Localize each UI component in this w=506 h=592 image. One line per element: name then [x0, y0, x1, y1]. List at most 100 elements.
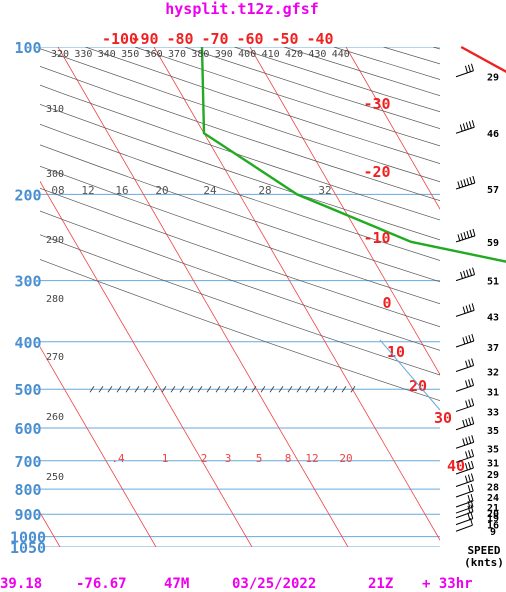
wind-barb-feather [465, 451, 469, 459]
wind-barb-feather [463, 270, 467, 279]
wind-barb-feather [466, 269, 470, 277]
wind-column: 2946575951433732313335353129282421201916… [455, 63, 499, 538]
dry-adiabat-line [40, 123, 440, 261]
wind-barb-feather [467, 494, 471, 503]
wind-barb-feather [462, 306, 466, 314]
wind-barb [455, 511, 474, 526]
level-marker [170, 386, 176, 393]
level-marker [314, 386, 320, 393]
mixing-ratio-label: 16 [115, 184, 128, 197]
isotherm-line [40, 180, 253, 547]
level-marker [296, 386, 302, 393]
wind-barb-feather [464, 463, 468, 471]
wind-barb-feather [469, 176, 473, 185]
wind-barb-feather [469, 268, 473, 276]
wind-speed-value: 29 [487, 470, 499, 481]
axis-labels: 10020030040050060070080090010001050-100-… [10, 30, 465, 557]
wind-barb-feather [471, 120, 475, 128]
wind-barb-feather [468, 121, 472, 129]
wind-barb-feather [467, 64, 471, 72]
speed-label: SPEED [467, 544, 500, 557]
level-marker [134, 386, 140, 393]
wind-barb-feather [468, 334, 472, 343]
isotherm-line [40, 346, 157, 547]
footer-hour: 21Z [368, 576, 393, 592]
dry-adiabat-line [40, 165, 440, 305]
wind-speed-value: 21 [487, 503, 499, 514]
temperature-tick-label: 20 [409, 377, 427, 395]
mixing-ratio-label: 12 [305, 452, 318, 465]
temperature-tick-label: -10 [363, 229, 390, 247]
wind-barb-feather [468, 399, 472, 407]
level-marker [350, 386, 356, 393]
sounding-profiles [200, 45, 506, 263]
level-marker [332, 386, 338, 393]
wind-barb [455, 120, 475, 134]
level-marker [188, 386, 194, 393]
wind-barb [455, 435, 475, 449]
level-marker [224, 386, 230, 393]
wind-barb-feather [470, 493, 474, 502]
wind-barb-feather [471, 378, 475, 386]
isotherm-line [249, 47, 440, 376]
wind-barb-feather [467, 500, 471, 509]
wind-barb [455, 483, 474, 498]
wind-barb-feather [465, 380, 469, 388]
mixing-ratio-label: 20 [339, 452, 352, 465]
temperature-tick-label: 40 [447, 457, 465, 475]
wind-barb-feather [464, 475, 468, 483]
footer-lat: 39.18 [0, 576, 42, 592]
temperature-tick-label: -40 [306, 30, 333, 48]
mixing-ratio-label: 28 [258, 184, 271, 197]
grid-lines [40, 47, 440, 547]
pressure-tick-label: 800 [14, 481, 41, 499]
wind-barb-feather [457, 234, 461, 242]
pressure-tick-label: 1050 [10, 539, 46, 557]
mixing-ratio-label: 08 [51, 184, 64, 197]
wind-speed-value: 20 [487, 509, 499, 520]
theta-tick-label: 420 [285, 49, 303, 60]
wind-barb [455, 518, 473, 532]
wind-barb [455, 63, 474, 78]
mixing-ratio-label: 24 [203, 184, 217, 197]
wind-barb [455, 303, 475, 317]
wind-barb-feather [471, 416, 475, 424]
mixing-ratio-label: 32 [318, 184, 331, 197]
wind-barb-feather [460, 271, 464, 280]
temperature-tick-label: -90 [131, 30, 158, 48]
pressure-tick-label: 100 [14, 39, 41, 57]
wind-barb-feather [471, 333, 475, 342]
level-marker [179, 386, 185, 393]
wind-barb-feather [465, 360, 469, 368]
pressure-tick-label: 400 [14, 334, 41, 352]
level-marker [251, 386, 257, 393]
pressure-tick-label: 700 [14, 453, 41, 471]
wind-speed-value: 51 [487, 277, 499, 288]
wind-barb-staff [455, 524, 473, 532]
level-marker [287, 386, 293, 393]
theta-tick-label: 410 [262, 49, 280, 60]
level-marker [143, 386, 149, 393]
wind-barb-feather [462, 438, 466, 446]
theta-left-label: 250 [46, 472, 64, 483]
pressure-tick-label: 200 [14, 186, 41, 204]
wind-barb-feather [465, 400, 469, 408]
wind-barb [455, 493, 474, 508]
wind-barb-feather [467, 505, 471, 513]
theta-tick-label: 430 [308, 49, 326, 60]
pressure-tick-label: 500 [14, 381, 41, 399]
temperature-tick-label: 30 [434, 409, 452, 427]
theta-tick-label: 350 [121, 49, 139, 60]
wind-barb-feather [468, 436, 472, 444]
pressure-tick-label: 600 [14, 420, 41, 438]
theta-tick-label: 370 [168, 49, 186, 60]
wind-barb [455, 460, 474, 475]
wind-barb-feather [470, 504, 474, 512]
wind-barb [455, 267, 476, 282]
wind-barb [455, 175, 476, 190]
wind-barb-feather [467, 474, 471, 482]
wind-speed-value: 37 [487, 343, 499, 354]
level-marker [269, 386, 275, 393]
level-marker [215, 386, 221, 393]
wind-barb [455, 398, 475, 412]
